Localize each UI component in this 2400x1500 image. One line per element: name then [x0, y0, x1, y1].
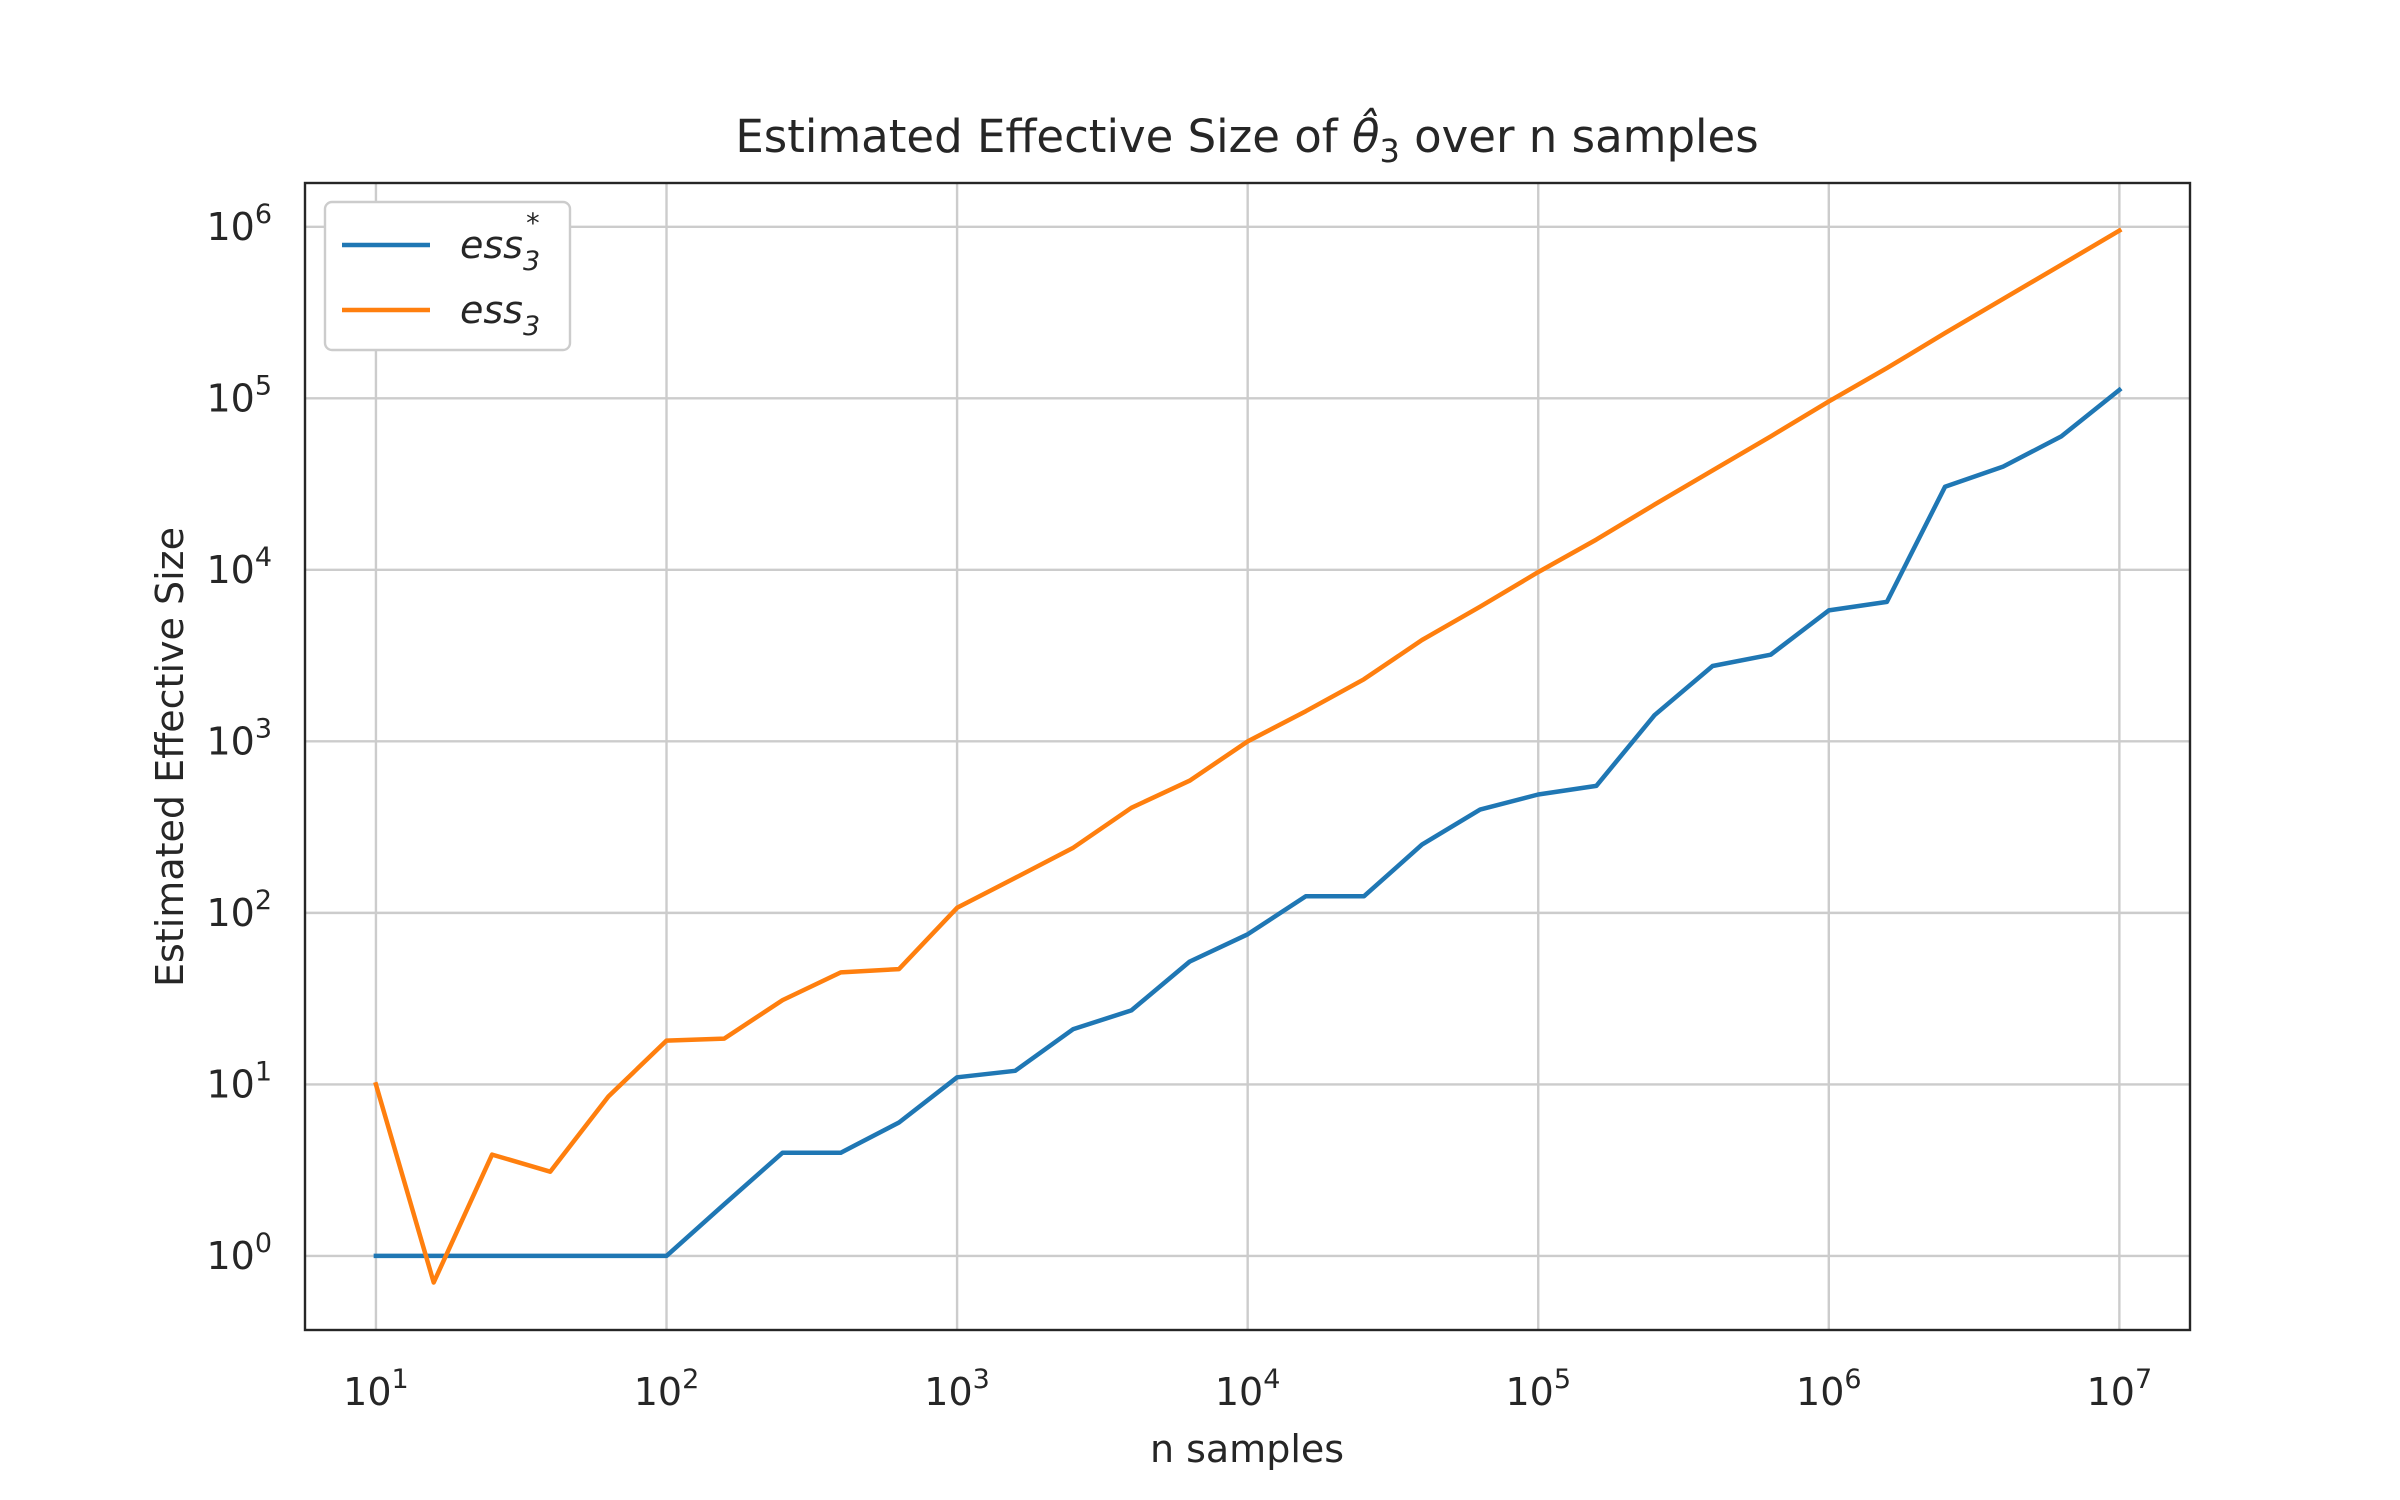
y-tick-base: 10	[206, 719, 254, 763]
y-tick-exponent: 2	[255, 885, 272, 916]
y-tick-label: 100	[206, 1228, 272, 1278]
y-tick-label: 104	[206, 542, 272, 592]
y-tick-base: 10	[206, 376, 254, 420]
x-tick-base: 10	[634, 1370, 682, 1414]
x-tick-exponent: 7	[2135, 1364, 2152, 1395]
y-tick-label: 106	[206, 199, 272, 249]
x-tick-base: 10	[1505, 1370, 1553, 1414]
x-tick-base: 10	[343, 1370, 391, 1414]
x-tick-base: 10	[2087, 1370, 2135, 1414]
x-tick-label: 101	[343, 1364, 409, 1414]
legend-box	[323, 200, 572, 352]
x-tick-label: 103	[924, 1364, 990, 1414]
plot-frame	[303, 181, 2192, 1332]
x-tick-label: 106	[1796, 1364, 1862, 1414]
y-axis-label: Estimated Effective Size	[148, 527, 192, 987]
x-tick-label: 107	[2087, 1364, 2153, 1414]
chart-title-symbol-subscript: 3	[1379, 132, 1399, 170]
x-tick-base: 10	[924, 1370, 972, 1414]
y-tick-base: 10	[206, 1062, 254, 1106]
y-tick-base: 10	[206, 205, 254, 249]
chart-title-prefix: Estimated Effective Size of	[735, 110, 1352, 163]
series-line-1	[373, 227, 2123, 1285]
x-tick-label: 105	[1505, 1364, 1571, 1414]
x-tick-exponent: 4	[1263, 1364, 1280, 1395]
chart-title: Estimated Effective Size of θ̂3 over n s…	[735, 108, 1758, 170]
legend-label-ess3-base: ess	[460, 288, 523, 332]
y-tick-label: 103	[206, 713, 272, 763]
legend: ess3* ess3	[323, 200, 572, 352]
y-tick-label: 102	[206, 885, 272, 935]
x-tick-labels: 101 102 103 104 105 106 107	[343, 1364, 2152, 1414]
legend-label-ess3-star-base: ess	[460, 223, 523, 267]
chart-title-symbol: θ̂	[1352, 108, 1380, 163]
legend-label-ess3-star-sub: 3	[523, 246, 540, 277]
y-tick-exponent: 5	[255, 370, 272, 401]
x-tick-label: 102	[634, 1364, 700, 1414]
legend-label-ess3-sub: 3	[523, 311, 540, 342]
y-tick-exponent: 0	[255, 1228, 272, 1259]
grid-lines	[305, 183, 2190, 1330]
legend-label-ess3: ess3	[460, 288, 540, 342]
y-tick-label: 101	[206, 1056, 272, 1106]
chart-title-suffix: over n samples	[1400, 110, 1759, 163]
y-tick-exponent: 4	[255, 542, 272, 573]
x-tick-label: 104	[1215, 1364, 1281, 1414]
y-tick-exponent: 6	[255, 199, 272, 230]
y-tick-exponent: 3	[255, 713, 272, 744]
y-tick-label: 105	[206, 370, 272, 420]
x-tick-exponent: 6	[1844, 1364, 1861, 1395]
y-tick-base: 10	[206, 1234, 254, 1278]
x-tick-base: 10	[1215, 1370, 1263, 1414]
series-lines	[373, 227, 2123, 1285]
legend-label-ess3-star: ess3 *	[460, 208, 540, 277]
x-axis-label: n samples	[1150, 1427, 1344, 1471]
x-tick-exponent: 2	[682, 1364, 699, 1395]
x-tick-exponent: 1	[392, 1364, 409, 1395]
series-line-0	[373, 386, 2123, 1259]
y-tick-base: 10	[206, 891, 254, 935]
y-tick-exponent: 1	[255, 1056, 272, 1087]
x-tick-base: 10	[1796, 1370, 1844, 1414]
y-tick-base: 10	[206, 548, 254, 592]
x-tick-exponent: 3	[973, 1364, 990, 1395]
x-tick-exponent: 5	[1554, 1364, 1571, 1395]
legend-label-ess3-star-sup: *	[526, 208, 540, 239]
